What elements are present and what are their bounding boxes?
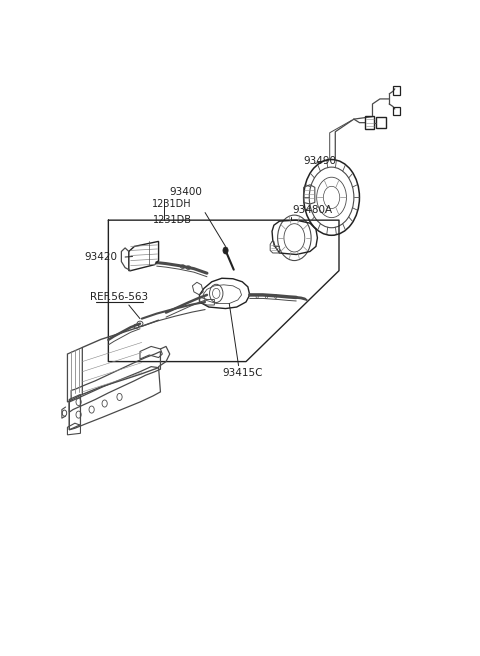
Text: 93480A: 93480A <box>292 205 333 215</box>
Text: 93415C: 93415C <box>222 367 263 378</box>
Text: 1231DH: 1231DH <box>153 199 192 209</box>
Circle shape <box>223 247 228 254</box>
Text: 1231DB: 1231DB <box>153 215 192 225</box>
Text: REF.56-563: REF.56-563 <box>90 292 149 302</box>
Text: 93490: 93490 <box>304 155 336 165</box>
Text: 93420: 93420 <box>84 251 118 262</box>
Text: 93400: 93400 <box>170 188 203 197</box>
